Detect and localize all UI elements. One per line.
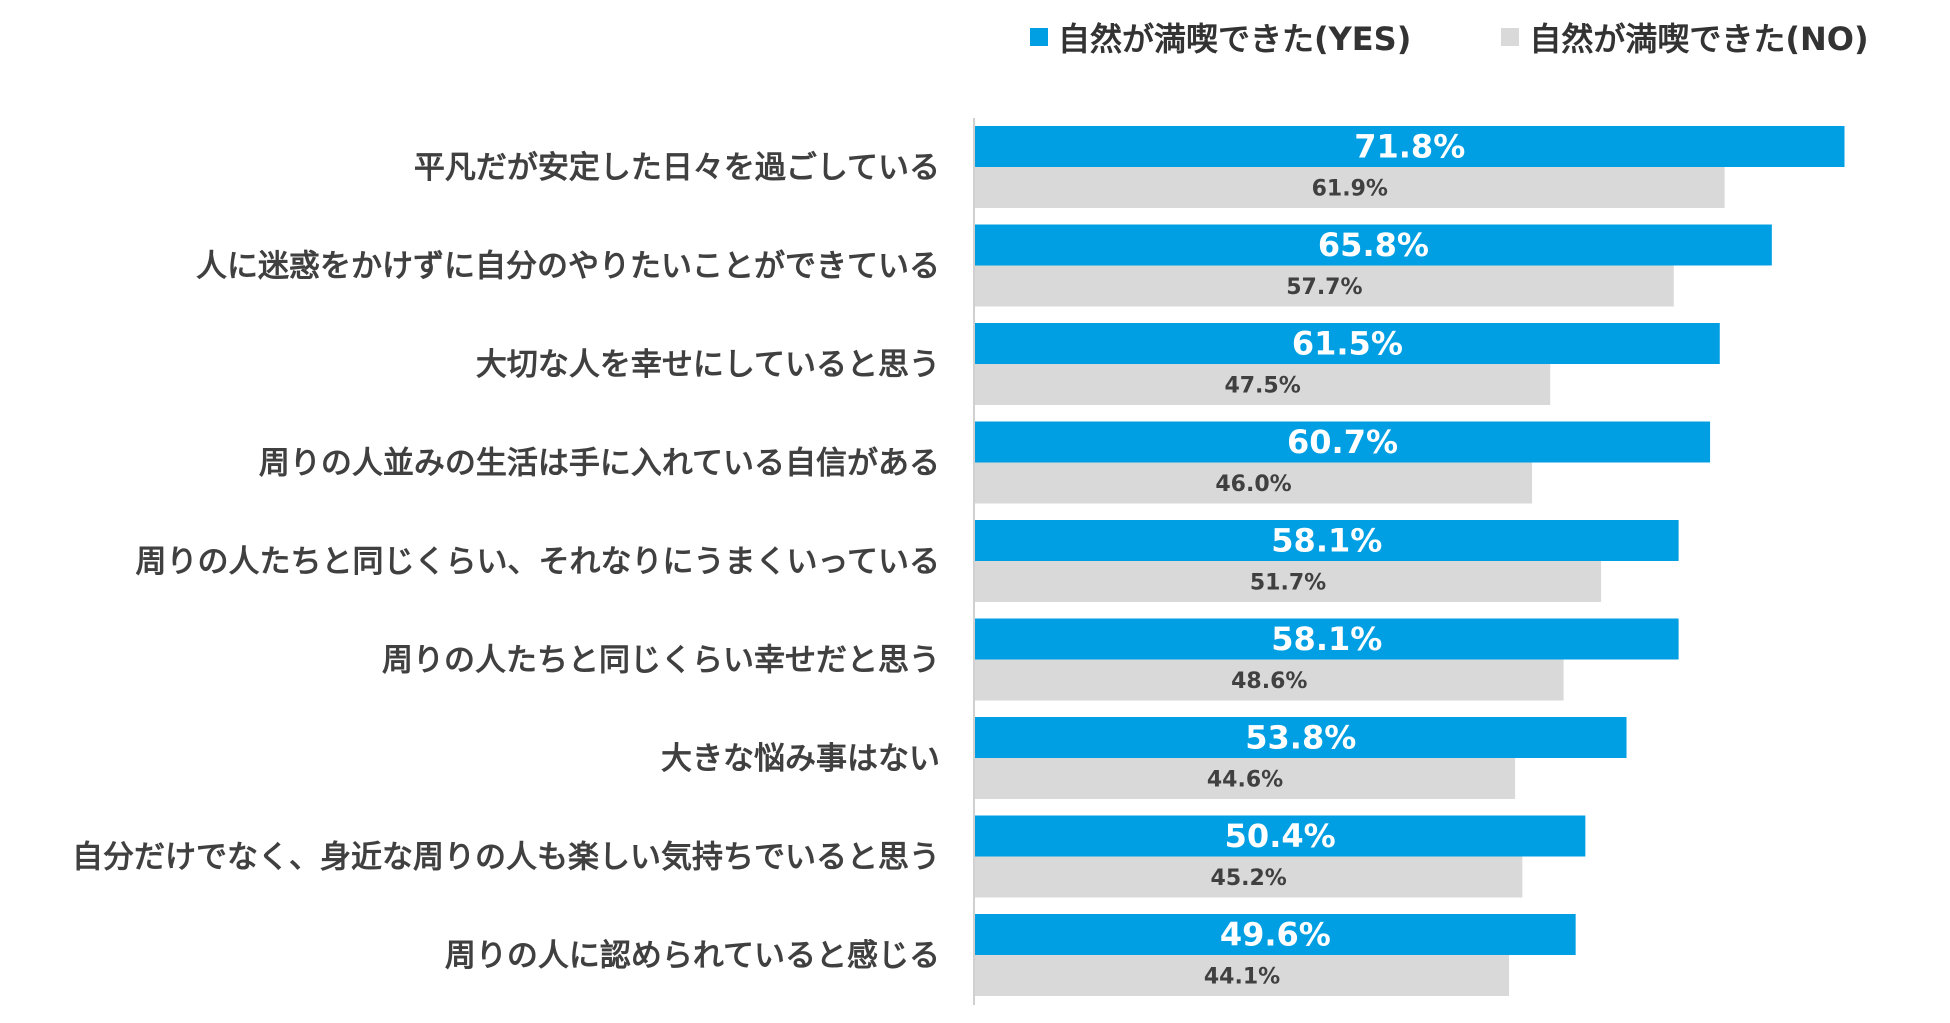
data-label-yes-3: 61.5% (1292, 325, 1403, 363)
data-label-yes-1: 71.8% (1354, 128, 1465, 166)
bar-no-4 (975, 462, 1533, 504)
data-label-no-7: 44.6% (1207, 768, 1283, 793)
data-label-no-5: 51.7% (1250, 571, 1326, 596)
category-label-6: 周りの人たちと同じくらい幸せだと思う (382, 643, 940, 679)
data-label-no-3: 47.5% (1224, 374, 1300, 399)
bar-yes-2 (975, 224, 1772, 266)
category-label-2: 人に迷惑をかけずに自分のやりたいことができている (196, 249, 940, 285)
bar-yes-6 (975, 618, 1679, 660)
bar-no-5 (975, 561, 1602, 602)
data-label-yes-5: 58.1% (1271, 522, 1382, 560)
data-label-no-6: 48.6% (1231, 669, 1307, 694)
data-label-no-1: 61.9% (1312, 177, 1388, 202)
data-label-no-9: 44.1% (1204, 965, 1280, 990)
data-label-yes-4: 60.7% (1287, 423, 1398, 461)
category-label-9: 周りの人に認められていると感じる (445, 938, 940, 974)
legend-label-no: 自然が満喫できた(NO) (1529, 20, 1869, 58)
bar-no-2 (975, 265, 1674, 307)
legend-label-yes: 自然が満喫できた(YES) (1058, 20, 1412, 58)
category-label-5: 周りの人たちと同じくらい、それなりにうまくいっている (136, 544, 940, 580)
category-label-4: 周りの人並みの生活は手に入れている自信がある (259, 446, 940, 482)
bar-yes-9 (975, 914, 1576, 955)
legend-swatch-no (1501, 28, 1520, 46)
data-label-no-2: 57.7% (1286, 275, 1362, 300)
bar-no-1 (975, 167, 1725, 208)
bar-yes-5 (975, 520, 1679, 561)
legend-item-yes: 自然が満喫できた(YES) (1030, 14, 1411, 60)
data-label-yes-6: 58.1% (1271, 620, 1382, 658)
legend-item-no: 自然が満喫できた(NO) (1501, 14, 1869, 60)
data-label-yes-9: 49.6% (1220, 916, 1331, 954)
data-label-no-4: 46.0% (1215, 472, 1291, 497)
category-label-3: 大切な人を幸せにしていると思う (476, 347, 940, 383)
bar-yes-8 (975, 815, 1586, 857)
bar-yes-1 (975, 126, 1845, 167)
data-label-yes-8: 50.4% (1225, 817, 1336, 855)
category-label-7: 大きな悩み事はない (661, 741, 940, 777)
data-label-yes-2: 65.8% (1318, 226, 1429, 264)
legend-swatch-yes (1030, 28, 1048, 46)
bar-yes-3 (975, 323, 1720, 364)
data-label-yes-7: 53.8% (1245, 719, 1356, 757)
category-label-8: 自分だけでなく、身近な周りの人も楽しい気持ちでいると思う (72, 840, 940, 876)
bar-no-3 (975, 364, 1551, 405)
bar-no-8 (975, 856, 1523, 898)
data-label-no-8: 45.2% (1211, 866, 1287, 891)
bar-no-7 (975, 758, 1516, 799)
chart-legend: 自然が満喫できた(YES) 自然が満喫できた(NO) (1030, 14, 1950, 60)
bar-no-9 (975, 955, 1510, 996)
bar-no-6 (975, 659, 1564, 701)
bar-yes-4 (975, 421, 1711, 463)
category-label-1: 平凡だが安定した日々を過ごしている (414, 150, 940, 186)
bar-yes-7 (975, 717, 1627, 758)
